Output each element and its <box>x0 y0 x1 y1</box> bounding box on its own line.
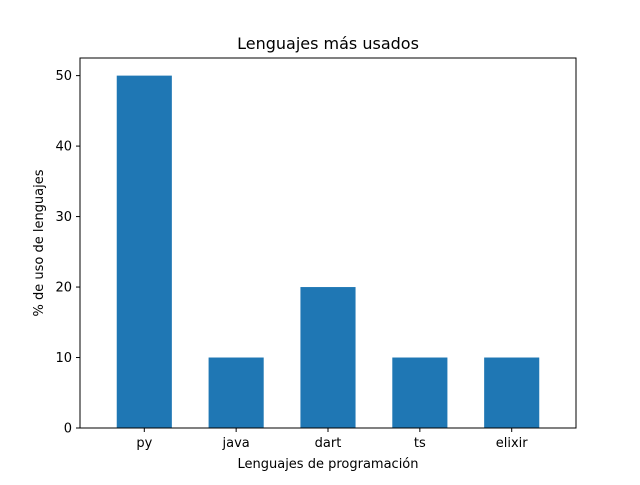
y-axis-label: % de uso de lenguajes <box>32 169 47 316</box>
x-tick-label: java <box>222 436 250 451</box>
y-tick-label: 20 <box>55 281 72 296</box>
x-tick-label: py <box>136 436 152 451</box>
x-tick-label: dart <box>315 436 342 451</box>
chart-title: Lenguajes más usados <box>237 34 419 53</box>
bar-ts <box>392 357 448 428</box>
y-tick-label: 40 <box>55 140 72 155</box>
bar-elixir <box>484 357 540 428</box>
x-axis-label: Lenguajes de programación <box>237 457 418 472</box>
y-tick-label: 10 <box>55 351 72 366</box>
x-axis-ticks: py java dart ts elixir <box>136 428 528 451</box>
x-tick-label: elixir <box>496 436 529 451</box>
bar-dart <box>300 287 356 428</box>
y-tick-label: 0 <box>64 422 72 437</box>
bar-py <box>116 75 172 429</box>
plot-frame <box>79 57 577 429</box>
y-tick-label: 30 <box>55 210 72 225</box>
y-tick-label: 50 <box>55 69 72 84</box>
y-axis-ticks: 0 10 20 30 40 50 <box>55 69 80 437</box>
bars-group <box>116 75 540 429</box>
bar-java <box>208 357 264 428</box>
x-tick-label: ts <box>414 436 426 451</box>
